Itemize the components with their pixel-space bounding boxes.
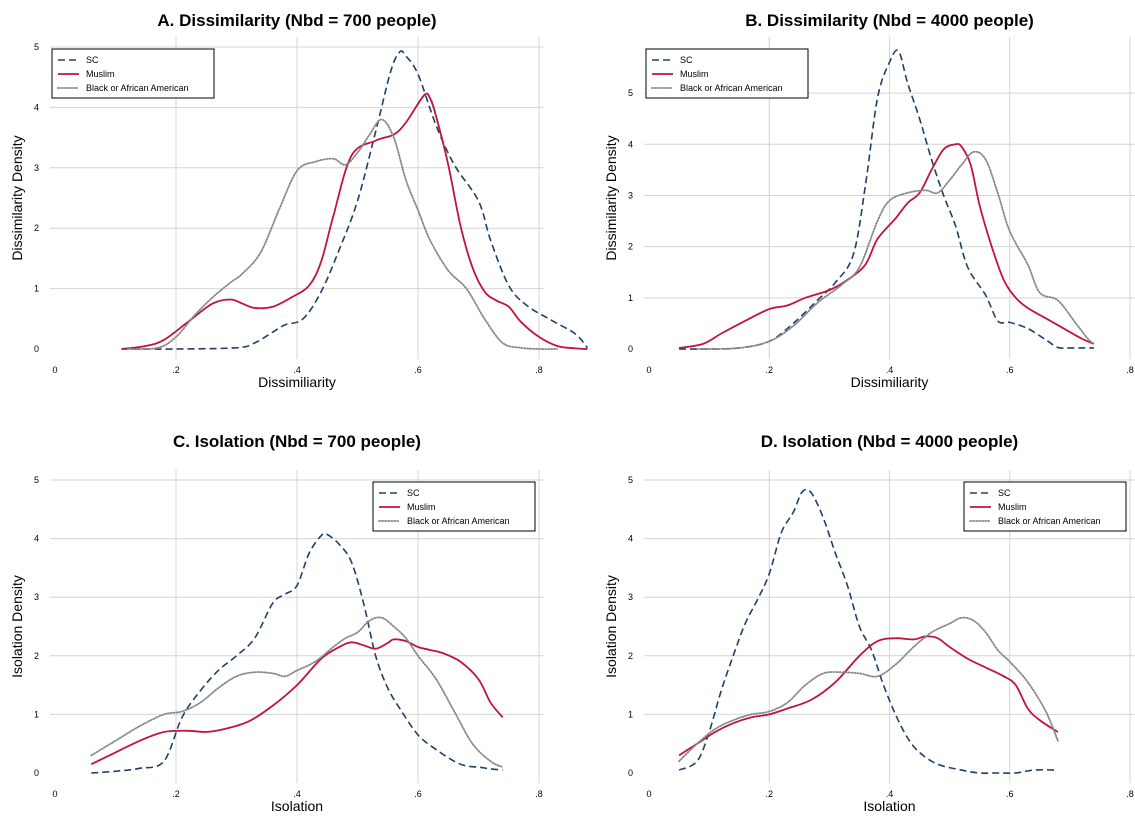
legend-box [51, 48, 215, 99]
x-axis-label: Isolation [863, 798, 915, 814]
y-tick-label: 4 [628, 534, 633, 544]
series-line-sc [679, 49, 1094, 350]
x-tick-label: .8 [535, 365, 543, 375]
legend-label: SC [86, 55, 99, 65]
y-tick-label: 1 [628, 709, 633, 719]
y-tick-label: 5 [628, 88, 633, 98]
x-tick-label: .2 [172, 789, 180, 799]
legend-label: Muslim [998, 502, 1027, 512]
series-line-black-or-african-american [126, 118, 559, 350]
legend-label: SC [998, 488, 1011, 498]
legend: SC Muslim Black or African American [51, 48, 215, 99]
legend: SC Muslim Black or African American [372, 481, 536, 532]
x-tick-label: .2 [765, 365, 773, 375]
legend-label: Black or African American [680, 83, 783, 93]
series-line-muslim [678, 143, 1095, 349]
y-tick-label: 5 [34, 475, 39, 485]
y-axis-label: Dissimilarity Density [9, 135, 25, 260]
series-line-muslim [121, 92, 588, 350]
y-tick-label: 4 [34, 534, 39, 544]
y-axis-label: Dissimilarity Density [603, 135, 619, 260]
x-tick-label: .2 [172, 365, 180, 375]
legend: SC Muslim Black or African American [963, 481, 1127, 532]
x-tick-label: .8 [1126, 365, 1134, 375]
x-axis-label: Dissimiliarity [258, 374, 336, 390]
chart-panel-2: B. Dissimilarity (Nbd = 4000 people) 0 .2.… [603, 11, 1135, 390]
legend-label: Black or African American [998, 516, 1101, 526]
chart-panel-3: C. Isolation (Nbd = 700 people) 0 .2 .4 .6 .8… [9, 432, 544, 814]
legend-label: Muslim [86, 69, 115, 79]
x-tick-label: .6 [414, 789, 422, 799]
x-tick-label: 0 [646, 365, 651, 375]
chart-panel-1: A. Dissimilarity (Nbd = 700 people) 0 .2 .4… [9, 11, 589, 390]
series-line-sc [678, 488, 1058, 775]
x-tick-label: .4 [293, 365, 301, 375]
y-tick-label: 0 [34, 344, 39, 354]
series-line-sc [91, 532, 503, 774]
y-tick-label: 5 [34, 42, 39, 52]
legend-label: Muslim [680, 69, 709, 79]
x-tick-label: .4 [886, 789, 894, 799]
x-tick-label: 0 [646, 789, 651, 799]
y-axis-label: Isolation Density [9, 575, 25, 678]
x-tick-label: .8 [535, 789, 543, 799]
x-tick-label: .6 [1006, 365, 1014, 375]
series-line-sc [121, 50, 589, 350]
y-tick-label: 4 [34, 102, 39, 112]
series-line-black-or-african-american [678, 616, 1059, 763]
chart-title: B. Dissimilarity (Nbd = 4000 people) [745, 11, 1034, 30]
y-axis-label: Isolation Density [603, 575, 619, 678]
y-tick-label: 2 [628, 651, 633, 661]
x-axis-label: Dissimiliarity [851, 374, 929, 390]
y-tick-label: 1 [34, 709, 39, 719]
y-tick-label: 2 [34, 651, 39, 661]
y-tick-label: 0 [34, 768, 39, 778]
y-tick-label: 5 [628, 475, 633, 485]
x-tick-label: .4 [293, 789, 301, 799]
y-tick-label: 2 [628, 242, 633, 252]
x-tick-label: .4 [886, 365, 894, 375]
legend: SC Muslim Black or African American [645, 48, 809, 99]
x-tick-label: .2 [765, 789, 773, 799]
y-tick-label: 0 [628, 344, 633, 354]
x-axis-label: Isolation [271, 798, 323, 814]
y-tick-label: 1 [34, 284, 39, 294]
y-tick-label: 3 [34, 163, 39, 173]
y-tick-label: 3 [628, 190, 633, 200]
y-tick-label: 3 [628, 592, 633, 602]
series-line-muslim [678, 635, 1059, 757]
x-tick-label: 0 [52, 789, 57, 799]
chart-title: A. Dissimilarity (Nbd = 700 people) [157, 11, 436, 30]
chart-panel-4: D. Isolation (Nbd = 4000 people) 0 .2 .4 .6.… [603, 432, 1135, 814]
legend-label: Black or African American [407, 516, 510, 526]
y-tick-label: 4 [628, 139, 633, 149]
chart-title: D. Isolation (Nbd = 4000 people) [761, 432, 1018, 451]
y-tick-label: 0 [628, 768, 633, 778]
series-line-muslim [90, 638, 504, 766]
x-tick-label: 0 [52, 365, 57, 375]
y-tick-label: 2 [34, 223, 39, 233]
legend-label: SC [407, 488, 420, 498]
x-tick-label: .6 [1006, 789, 1014, 799]
legend-label: SC [680, 55, 693, 65]
series-line-black-or-african-american [90, 616, 504, 769]
x-tick-label: .8 [1126, 789, 1134, 799]
series-line-black-or-african-american [696, 150, 1095, 350]
legend-label: Muslim [407, 502, 436, 512]
y-tick-label: 3 [34, 592, 39, 602]
x-tick-label: .6 [414, 365, 422, 375]
y-tick-label: 1 [628, 293, 633, 303]
legend-label: Black or African American [86, 83, 189, 93]
chart-title: C. Isolation (Nbd = 700 people) [173, 432, 421, 451]
